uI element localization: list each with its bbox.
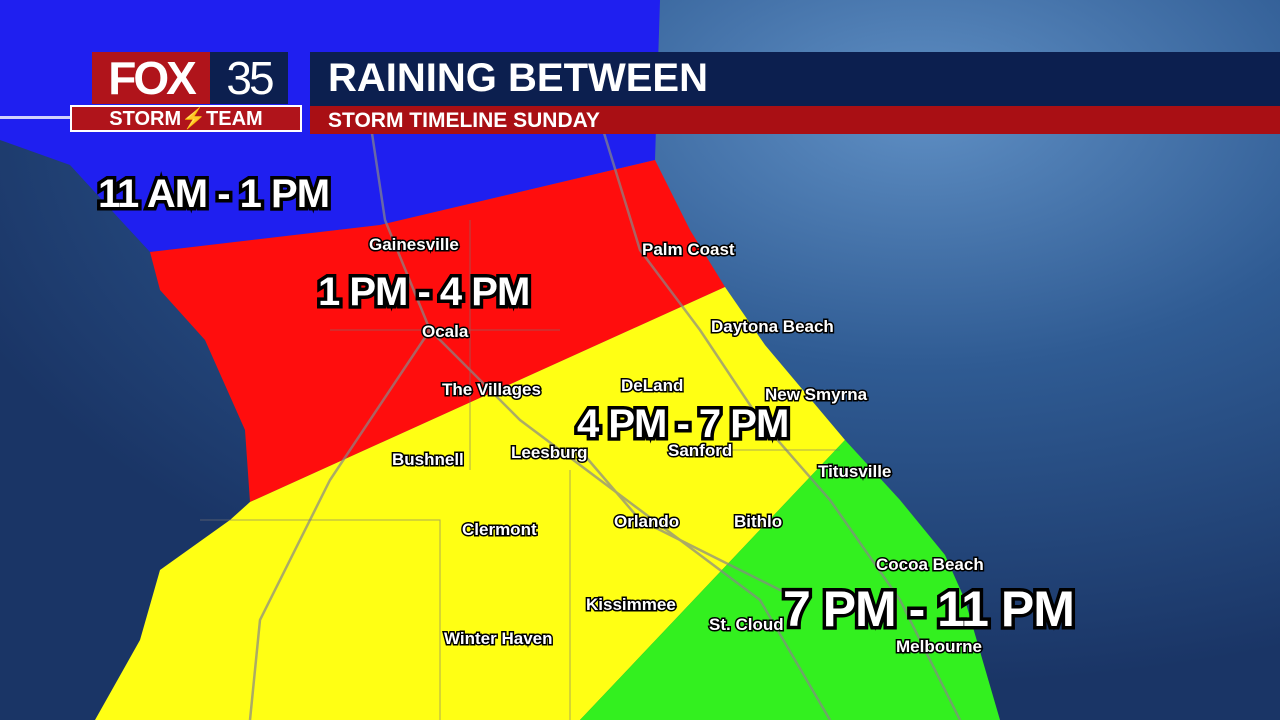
city-leesburg: Leesburg [511, 443, 588, 462]
subtitle-bar: STORM TIMELINE SUNDAY [310, 106, 1280, 134]
city-winter-haven: Winter Haven [444, 629, 552, 648]
zone-label-11am-1pm: 11 AM - 1 PM [98, 172, 329, 216]
roads [248, 119, 962, 720]
page-title: RAINING BETWEEN [328, 56, 708, 100]
city-gainesville: Gainesville [369, 235, 459, 254]
city-the-villages: The Villages [442, 380, 541, 399]
city-new-smyrna: New Smyrna [765, 385, 868, 404]
channel-logo: 35 [210, 52, 288, 104]
city-daytona-beach: Daytona Beach [711, 317, 834, 336]
zone-label-7pm-11pm: 7 PM - 11 PM [783, 581, 1074, 637]
city-st-cloud: St. Cloud [709, 615, 784, 634]
city-titusville: Titusville [818, 462, 891, 481]
city-deland: DeLand [621, 376, 683, 395]
title-bar: RAINING BETWEEN [310, 52, 1280, 106]
zone-yellow [95, 287, 845, 720]
city-bithlo: Bithlo [734, 512, 782, 531]
lower-third-header: FOX 35 STORM⚡TEAM RAINING BETWEEN STORM … [0, 52, 1280, 134]
city-clermont: Clermont [462, 520, 537, 539]
page-subtitle: STORM TIMELINE SUNDAY [328, 109, 600, 132]
fox-logo: FOX [92, 52, 210, 104]
zone-label-1pm-4pm: 1 PM - 4 PM [318, 270, 529, 314]
city-ocala: Ocala [422, 322, 469, 341]
city-kissimmee: Kissimmee [586, 595, 676, 614]
storm-team-logo: STORM⚡TEAM [70, 105, 302, 132]
city-sanford: Sanford [668, 441, 732, 460]
zone-green [580, 440, 1000, 720]
county-lines [200, 220, 840, 720]
city-palm-coast: Palm Coast [642, 240, 735, 259]
logo-stripe [0, 116, 70, 119]
zone-label-4pm-7pm: 4 PM - 7 PM [577, 402, 788, 446]
city-orlando: Orlando [614, 512, 679, 531]
city-cocoa-beach: Cocoa Beach [876, 555, 984, 574]
city-melbourne: Melbourne [896, 637, 982, 656]
city-bushnell: Bushnell [392, 450, 464, 469]
zone-red [150, 160, 725, 502]
